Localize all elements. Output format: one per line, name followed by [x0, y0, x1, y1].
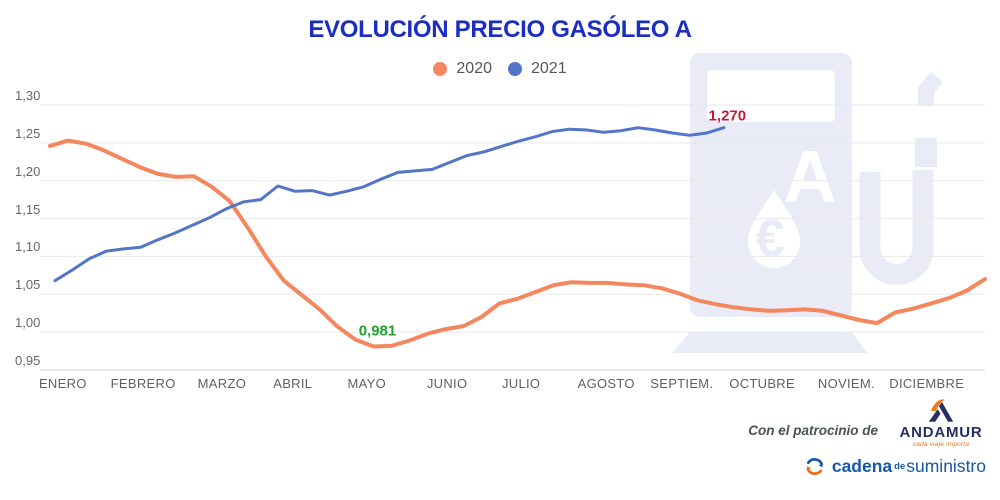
annotation-1_270: 1,270: [708, 107, 747, 125]
y-tick-label: 1,15: [15, 201, 41, 217]
x-tick-label-mayo: MAYO: [347, 376, 387, 391]
x-tick-label-octubre: OCTUBRE: [729, 376, 795, 391]
x-tick-label-diciembre: DICIEMBRE: [889, 376, 965, 391]
x-tick-label-marzo: MARZO: [197, 376, 247, 391]
legend-item-2021: 2021: [508, 60, 567, 78]
x-tick-label-enero: ENERO: [38, 376, 87, 391]
legend-label-2020: 2020: [456, 60, 492, 77]
y-tick-label: 1,10: [15, 239, 41, 255]
cadena-wordmark: cadena de suministro: [832, 456, 986, 477]
watermark-letter: A: [783, 135, 836, 218]
andamur-a-icon: [928, 399, 954, 422]
andamur-logo: ANDAMUR cada viaje importa: [890, 397, 992, 449]
cadena-arrows-icon: [806, 458, 823, 475]
y-tick-label: 0,95: [15, 353, 41, 368]
andamur-wordmark: ANDAMUR: [899, 424, 983, 441]
x-tick-label-febrero: FEBRERO: [110, 376, 176, 391]
x-tick-label-noviem: NOVIEM.: [817, 376, 875, 391]
chart-legend: 2020 2021: [0, 60, 1000, 78]
y-tick-label: 1,25: [15, 125, 41, 141]
cadena-de-suministro-logo: cadena de suministro: [804, 456, 986, 477]
x-tick-label-julio: JULIO: [501, 376, 541, 391]
cadena-word: cadena: [831, 456, 893, 476]
series-line-2020: [48, 138, 987, 349]
annotation-0_981: 0,981: [358, 322, 397, 340]
x-tick-label-agosto: AGOSTO: [577, 376, 635, 391]
y-tick-label: 1,05: [15, 277, 41, 293]
page-title: EVOLUCIÓN PRECIO GASÓLEO A: [308, 16, 692, 43]
cadena-de-word: de: [894, 461, 906, 472]
legend-dot-2021-icon: [508, 62, 522, 76]
legend-dot-2020-icon: [433, 62, 448, 76]
fuel-pump-watermark-icon: A €: [672, 53, 944, 353]
y-tick-label: 1,20: [15, 163, 41, 179]
y-tick-label: 1,00: [15, 315, 41, 331]
legend-item-2020: 2020: [433, 60, 492, 78]
andamur-tagline: cada viaje importa: [912, 441, 970, 448]
y-tick-label: 1,30: [15, 88, 41, 103]
x-tick-label-abril: ABRIL: [273, 376, 313, 391]
watermark-euro: €: [756, 210, 785, 268]
series-line-2021: [53, 126, 726, 283]
x-tick-label-septiem: SEPTIEM.: [650, 376, 714, 391]
sponsor-caption: Con el patrocinio de: [748, 423, 878, 438]
plot-area: [40, 104, 987, 371]
x-tick-label-junio: JUNIO: [426, 376, 468, 391]
suministro-word: suministro: [906, 456, 986, 476]
legend-label-2021: 2021: [531, 60, 567, 77]
